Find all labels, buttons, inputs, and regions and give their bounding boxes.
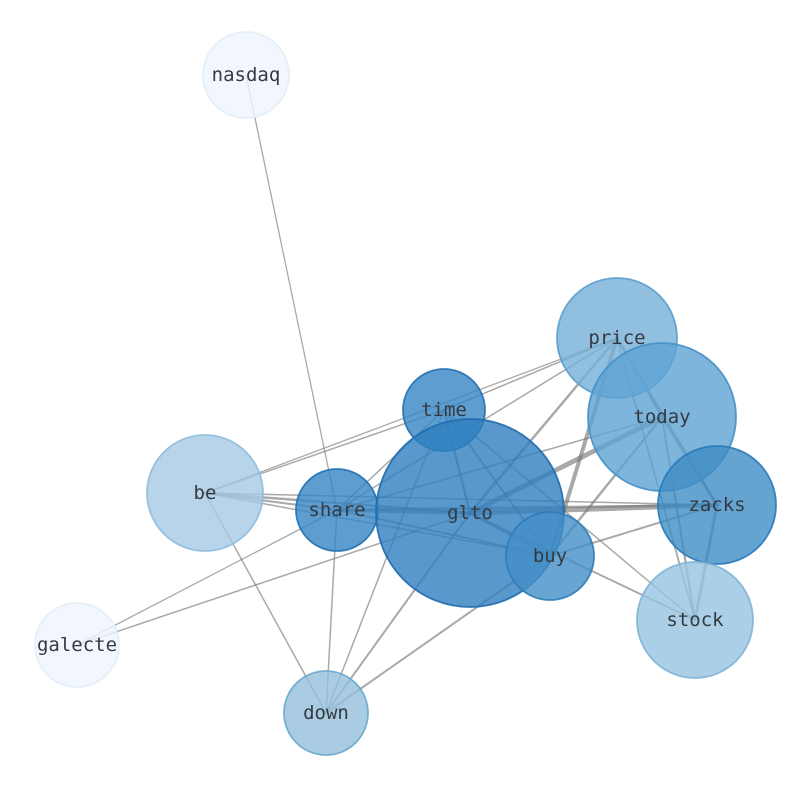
edge-nasdaq-share — [245, 74, 338, 511]
node-galecte — [34, 602, 120, 688]
node-zacks — [657, 445, 777, 565]
node-be — [146, 434, 264, 552]
edge-galecte-share — [76, 509, 338, 646]
node-down — [283, 670, 369, 756]
node-stock — [636, 561, 754, 679]
node-buy — [505, 511, 595, 601]
nodes-layer — [34, 31, 777, 756]
node-share — [295, 468, 379, 552]
node-nasdaq — [202, 31, 290, 119]
